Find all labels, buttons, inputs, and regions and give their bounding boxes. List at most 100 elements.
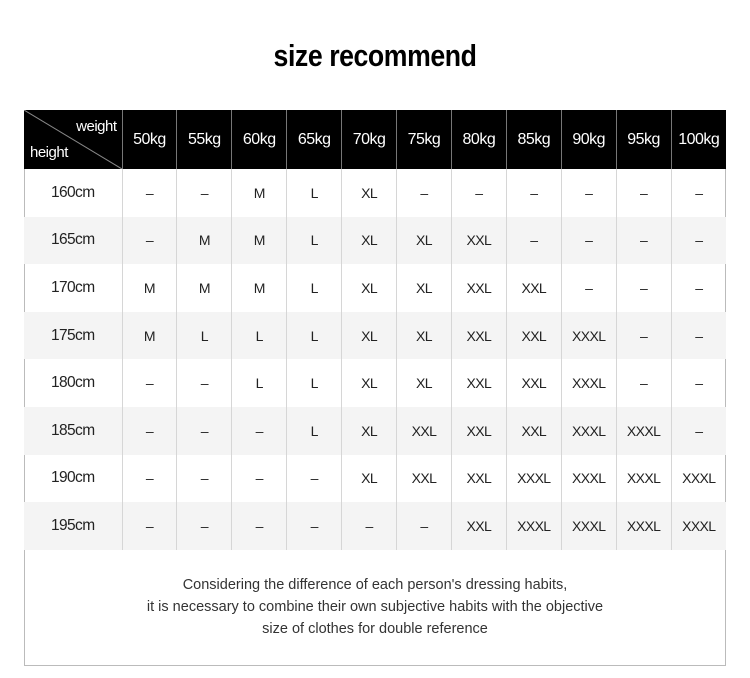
row-header: 175cm [24,311,122,360]
size-cell: – [615,264,672,312]
size-cell: XXXL [615,406,672,455]
size-cell: XXL [450,502,507,550]
size-cell: – [176,406,232,455]
size-cell: – [615,359,672,407]
column-header: 55kg [176,110,232,169]
size-cell: XXL [505,406,562,455]
row-header: 185cm [24,406,122,455]
corner-cell: weight height [24,110,122,169]
size-cell: XXXL [560,311,617,360]
column-header: 60kg [231,110,287,169]
size-cell: XL [341,359,397,407]
table-row: 170cm M M M L XL XL XXL XXL – – – [24,264,726,312]
size-cell: XL [341,264,397,312]
column-header: 50kg [121,110,177,169]
size-cell: – [615,169,672,217]
size-cell: – [396,502,452,550]
size-cell: XXXL [615,454,672,503]
size-cell: – [560,264,617,312]
size-cell: M [121,311,177,360]
size-cell: L [286,264,342,312]
size-cell: – [286,502,342,550]
size-cell: XXXL [505,454,562,503]
table-row: 160cm – – M L XL – – – – – – [24,169,726,217]
height-label: height [30,144,68,161]
row-header: 165cm [24,216,122,265]
row-header: 170cm [50,278,95,296]
size-cell: – [286,454,342,503]
header-row: weight height 50kg 55kg 60kg 65kg 70kg 75kg 80… [24,110,726,169]
size-cell: – [670,169,726,217]
column-header: 90kg [560,110,617,169]
size-cell: M [176,264,232,312]
table-row: 175cm M L L L XL XL XXL XXL XXXL – – [24,311,726,360]
column-header: 85kg [505,110,562,169]
size-cell: – [121,216,177,265]
size-cell: XXXL [560,406,617,455]
row-header: 195cm [24,502,122,550]
size-cell: – [505,216,562,265]
size-cell: XXXL [560,454,617,503]
row-header: 190cm [50,469,95,487]
size-cell: XXL [396,454,452,503]
size-cell: – [121,502,177,550]
size-cell: XL [341,406,397,455]
size-cell: – [615,311,672,360]
size-cell: XXL [450,264,507,312]
size-cell: XXXL [670,454,726,503]
table-row: 185cm – – – L XL XXL XXL XXL XXXL XXXL – [24,406,726,455]
table-row: 190cm – – – – XL XXL XXL XXXL XXXL XXXL XXXL [24,454,726,503]
size-cell: – [560,169,617,217]
size-cell: M [176,216,232,265]
size-cell: XXL [450,216,507,265]
size-cell: – [231,502,287,550]
size-cell: – [396,169,452,217]
size-cell: – [231,406,287,455]
size-cell: M [231,216,287,265]
size-cell: XXXL [670,502,726,550]
size-cell: XL [396,264,452,312]
size-cell: – [670,311,726,360]
size-cell: – [121,169,177,217]
size-cell: XXL [505,359,562,407]
page-title: size recommend [273,38,477,73]
size-cell: L [286,169,342,217]
size-cell: L [231,359,287,407]
size-cell: M [231,169,287,217]
size-cell: XXL [450,311,507,360]
size-cell: XXXL [505,502,562,550]
size-cell: – [121,359,177,407]
size-cell: – [121,454,177,503]
column-header: 100kg [670,110,726,169]
size-cell: XXL [505,264,562,312]
table-row: 165cm – M M L XL XL XXL – – – – [24,216,726,265]
column-header: 65kg [286,110,342,169]
column-header: 75kg [396,110,452,169]
size-cell: M [121,264,177,312]
size-cell: L [231,311,287,360]
note-line: Considering the difference of each perso… [182,577,568,593]
size-cell: L [286,216,342,265]
size-cell: XL [396,359,452,407]
size-table: weight height 50kg 55kg 60kg 65kg 70kg 75kg 80… [24,110,726,550]
size-cell: L [286,406,342,455]
note-line: size of clothes for double reference [262,621,488,637]
row-header: 180cm [50,374,95,392]
size-cell: XL [341,311,397,360]
size-cell: – [176,502,232,550]
row-header: 160cm [50,183,95,201]
column-header: 70kg [341,110,397,169]
weight-label: weight [76,118,117,135]
size-cell: M [231,264,287,312]
size-cell: – [670,264,726,312]
size-cell: XXXL [560,502,617,550]
column-header: 95kg [615,110,672,169]
note-line: it is necessary to combine their own sub… [146,599,604,615]
table-row: 195cm – – – – – – XXL XXXL XXXL XXXL XXXL [24,502,726,550]
size-cell: XL [341,216,397,265]
size-cell: XL [341,169,397,217]
size-cell: – [341,502,397,550]
size-cell: – [450,169,507,217]
size-cell: – [176,169,232,217]
size-cell: – [176,454,232,503]
